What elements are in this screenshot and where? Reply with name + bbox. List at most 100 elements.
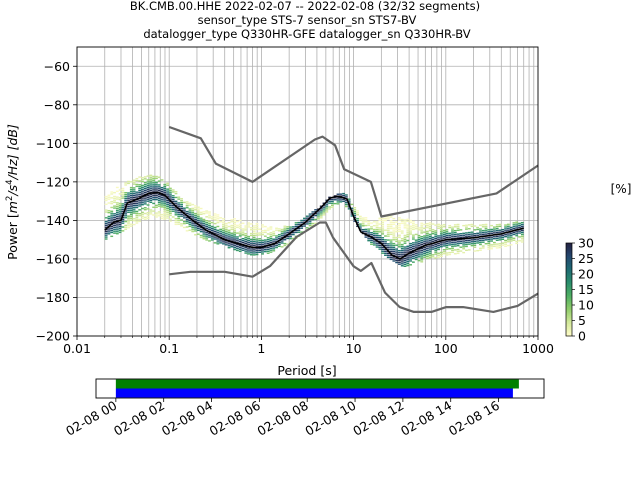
density-cell <box>404 237 407 238</box>
density-cell <box>135 222 138 223</box>
density-cell <box>144 178 147 179</box>
density-cell <box>180 200 183 201</box>
density-cell <box>208 225 211 226</box>
density-cell <box>278 244 281 245</box>
density-cell <box>365 221 368 222</box>
density-cell <box>127 217 130 218</box>
density-cell <box>205 212 208 213</box>
density-cell <box>183 215 186 216</box>
density-cell <box>177 222 180 223</box>
density-cell <box>434 244 437 245</box>
density-cell <box>515 233 518 234</box>
density-cell <box>513 240 516 241</box>
density-cell <box>108 233 111 234</box>
x-axis-label: Period [s] <box>277 363 336 378</box>
density-cell <box>180 198 183 199</box>
density-cell <box>272 246 275 247</box>
density-cell <box>487 248 490 249</box>
density-cell <box>135 186 138 187</box>
density-cell <box>370 244 373 245</box>
density-cell <box>323 212 326 213</box>
density-cell <box>191 231 194 232</box>
density-cell <box>309 225 312 226</box>
density-cell <box>429 222 432 223</box>
density-cell <box>457 251 460 252</box>
density-cell <box>490 244 493 245</box>
density-cell <box>373 244 376 245</box>
density-cell <box>239 251 242 252</box>
density-cell <box>457 245 460 246</box>
density-cell <box>236 232 239 233</box>
density-cell <box>406 248 409 249</box>
density-cell <box>429 236 432 237</box>
density-cell <box>426 246 429 247</box>
density-cell <box>418 237 421 238</box>
density-cell <box>256 223 259 224</box>
density-cell <box>401 246 404 247</box>
density-cell <box>398 217 401 218</box>
density-cell <box>420 232 423 233</box>
density-cell <box>158 190 161 191</box>
density-cell <box>504 240 507 241</box>
density-cell <box>518 223 521 224</box>
density-cell <box>161 197 164 198</box>
density-cell <box>113 219 116 220</box>
density-cell <box>127 223 130 224</box>
density-cell <box>462 225 465 226</box>
density-cell <box>487 246 490 247</box>
density-cell <box>446 243 449 244</box>
density-cell <box>446 235 449 236</box>
density-cell <box>119 230 122 231</box>
density-cell <box>105 196 108 197</box>
density-cell <box>434 238 437 239</box>
density-cell <box>286 226 289 227</box>
density-cell <box>337 197 340 198</box>
density-cell <box>155 187 158 188</box>
density-cell <box>244 241 247 242</box>
density-cell <box>175 191 178 192</box>
density-cell <box>144 186 147 187</box>
density-cell <box>325 209 328 210</box>
density-cell <box>451 232 454 233</box>
density-cell <box>496 247 499 248</box>
density-cell <box>451 248 454 249</box>
density-cell <box>306 223 309 224</box>
density-cell <box>105 211 108 212</box>
density-cell <box>345 204 348 205</box>
density-cell <box>367 225 370 226</box>
density-cell <box>127 225 130 226</box>
density-cell <box>476 235 479 236</box>
density-cell <box>465 232 468 233</box>
density-cell <box>177 218 180 219</box>
density-cell <box>487 245 490 246</box>
density-cell <box>487 239 490 240</box>
density-cell <box>175 220 178 221</box>
density-cell <box>119 203 122 204</box>
density-cell <box>108 218 111 219</box>
density-cell <box>172 216 175 217</box>
density-cell <box>177 216 180 217</box>
density-cell <box>418 256 421 257</box>
density-cell <box>155 189 158 190</box>
density-cell <box>404 258 407 259</box>
density-cell <box>451 242 454 243</box>
density-cell <box>476 238 479 239</box>
density-cell <box>496 230 499 231</box>
density-cell <box>426 258 429 259</box>
density-cell <box>270 246 273 247</box>
density-cell <box>152 214 155 215</box>
density-cell <box>113 227 116 228</box>
density-cell <box>392 253 395 254</box>
density-cell <box>133 207 136 208</box>
density-cell <box>420 225 423 226</box>
density-cell <box>158 180 161 181</box>
density-cell <box>133 210 136 211</box>
density-cell <box>253 252 256 253</box>
density-cell <box>521 234 524 235</box>
density-cell <box>133 224 136 225</box>
density-cell <box>381 233 384 234</box>
density-cell <box>152 182 155 183</box>
density-cell <box>138 215 141 216</box>
density-cell <box>437 247 440 248</box>
density-cell <box>314 219 317 220</box>
